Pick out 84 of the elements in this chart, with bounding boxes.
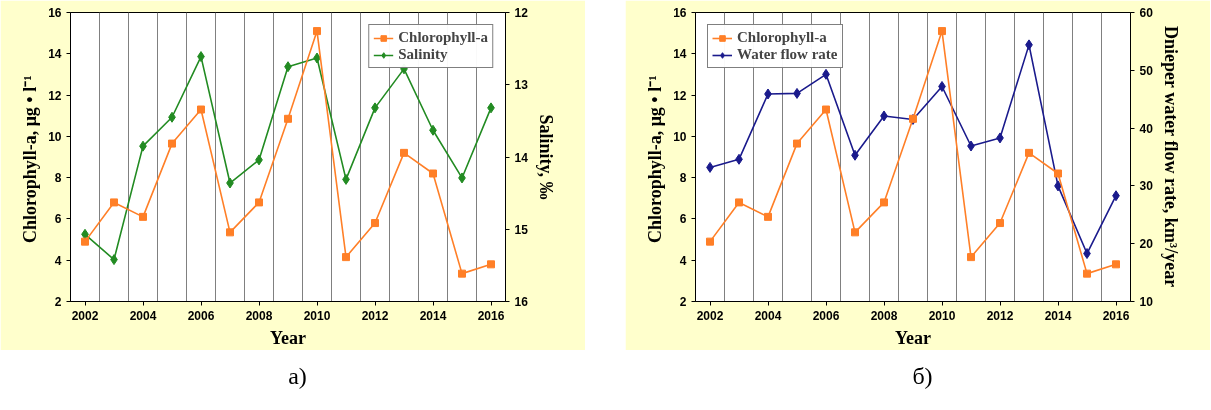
y-tick-label: 10 [48,129,62,144]
x-tick-label: 2010 [928,308,956,323]
x-tick-label: 2002 [71,308,99,323]
y-tick-label: 8 [679,171,687,186]
y-axis-title: Chlorophyll-a, μg • l⁻¹ [645,75,666,244]
point [1083,269,1091,278]
y2-axis-title: Salinity, ‰ [535,114,556,200]
x-tick-label: 2008 [870,308,898,323]
y2-tick-label: 12 [514,6,529,20]
point [880,198,888,207]
point [342,253,350,262]
point [284,114,292,123]
point [371,219,379,228]
y2-tick-label: 13 [514,78,529,93]
point [313,27,321,36]
point [996,219,1004,228]
point [400,148,408,157]
y-tick-label: 4 [679,253,687,268]
x-axis-title: Year [895,327,931,348]
text: б) [912,362,933,391]
point [458,269,466,278]
x-tick-label: 2014 [419,308,447,323]
y2-tick-label: 40 [1139,121,1154,136]
y2-tick-label: 14 [514,150,529,165]
y-tick-label: 10 [673,129,687,144]
x-axis-title: Year [270,327,306,348]
x-tick-label: 2016 [1102,308,1130,323]
x-tick-label: 2012 [361,308,389,323]
legend-label: Chlorophyll-a [398,29,488,46]
y-tick-label: 16 [48,6,62,20]
y-tick-label: 6 [679,212,687,227]
x-tick-label: 2010 [303,308,331,323]
point [81,237,89,246]
y-tick-label: 14 [48,47,62,62]
point [429,169,437,178]
y-tick-label: 4 [54,253,62,268]
point [226,228,234,237]
y-tick-label: 2 [679,295,687,309]
y-tick-label: 8 [54,171,62,186]
y2-axis-title: Dnieper water flow rate, km³/year [1160,26,1181,288]
y2-tick-label: 16 [514,295,529,309]
y2-tick-label: 50 [1139,63,1154,78]
point [793,139,801,148]
point [255,198,263,207]
point [487,260,495,269]
point [967,253,975,262]
x-tick-label: 2002 [696,308,724,323]
text: а) [288,362,307,391]
point [822,105,830,114]
x-tick-label: 2012 [986,308,1014,323]
y-tick-label: 6 [54,212,62,227]
point [851,228,859,237]
legend-label: Salinity [398,46,448,63]
x-tick-label: 2008 [245,308,273,323]
x-tick-label: 2006 [187,308,215,323]
y2-tick-label: 15 [514,222,529,237]
point [1054,169,1062,178]
point [735,198,743,207]
point [197,105,205,114]
x-tick-label: 2014 [1044,308,1072,323]
y-axis-title: Chlorophyll-a, μg • l⁻¹ [20,75,41,244]
x-tick-label: 2006 [812,308,840,323]
y-tick-label: 14 [673,47,687,62]
y2-tick-label: 10 [1139,295,1154,309]
x-tick-label: 2004 [129,308,157,323]
legend-label: Chlorophyll-a [737,29,827,46]
point [110,198,118,207]
point [706,237,714,246]
y-tick-label: 2 [54,295,62,309]
point [1112,260,1120,269]
y2-tick-label: 30 [1139,179,1154,194]
point [764,212,772,221]
x-tick-label: 2016 [477,308,505,323]
x-tick-label: 2004 [754,308,782,323]
y2-tick-label: 20 [1139,237,1154,252]
y-tick-label: 12 [48,88,62,103]
point [1025,148,1033,157]
point [938,27,946,36]
point [168,139,176,148]
y2-tick-label: 60 [1139,6,1154,20]
y-tick-label: 16 [673,6,687,20]
legend-label: Water flow rate [737,46,838,63]
y-tick-label: 12 [673,88,687,103]
point [139,212,147,221]
